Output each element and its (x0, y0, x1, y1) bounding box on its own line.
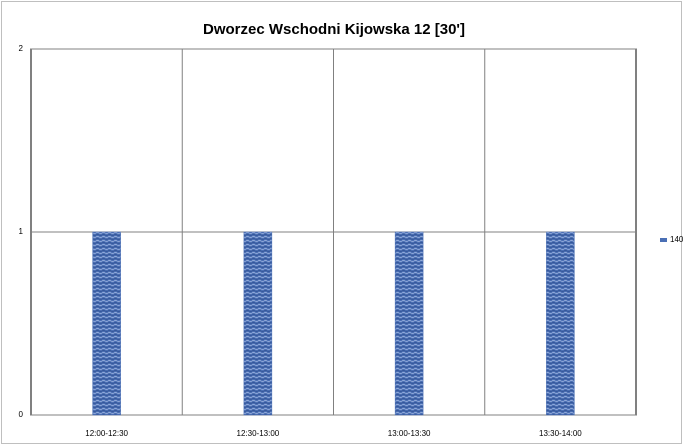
bar (243, 231, 273, 416)
x-tick-label: 12:30-13:00 (237, 429, 280, 438)
bar (546, 231, 575, 416)
bar (394, 231, 424, 416)
legend-swatch (660, 238, 667, 242)
legend-label: 140 (670, 235, 684, 244)
y-tick-label: 1 (19, 227, 24, 236)
bar (92, 231, 121, 416)
y-tick-label: 0 (19, 410, 24, 419)
y-tick-label: 2 (19, 44, 24, 53)
x-tick-label: 13:30-14:00 (539, 429, 582, 438)
x-tick-label: 12:00-12:30 (85, 429, 128, 438)
x-tick-label: 13:00-13:30 (388, 429, 431, 438)
chart-title: Dworzec Wschodni Kijowska 12 [30'] (203, 21, 465, 38)
